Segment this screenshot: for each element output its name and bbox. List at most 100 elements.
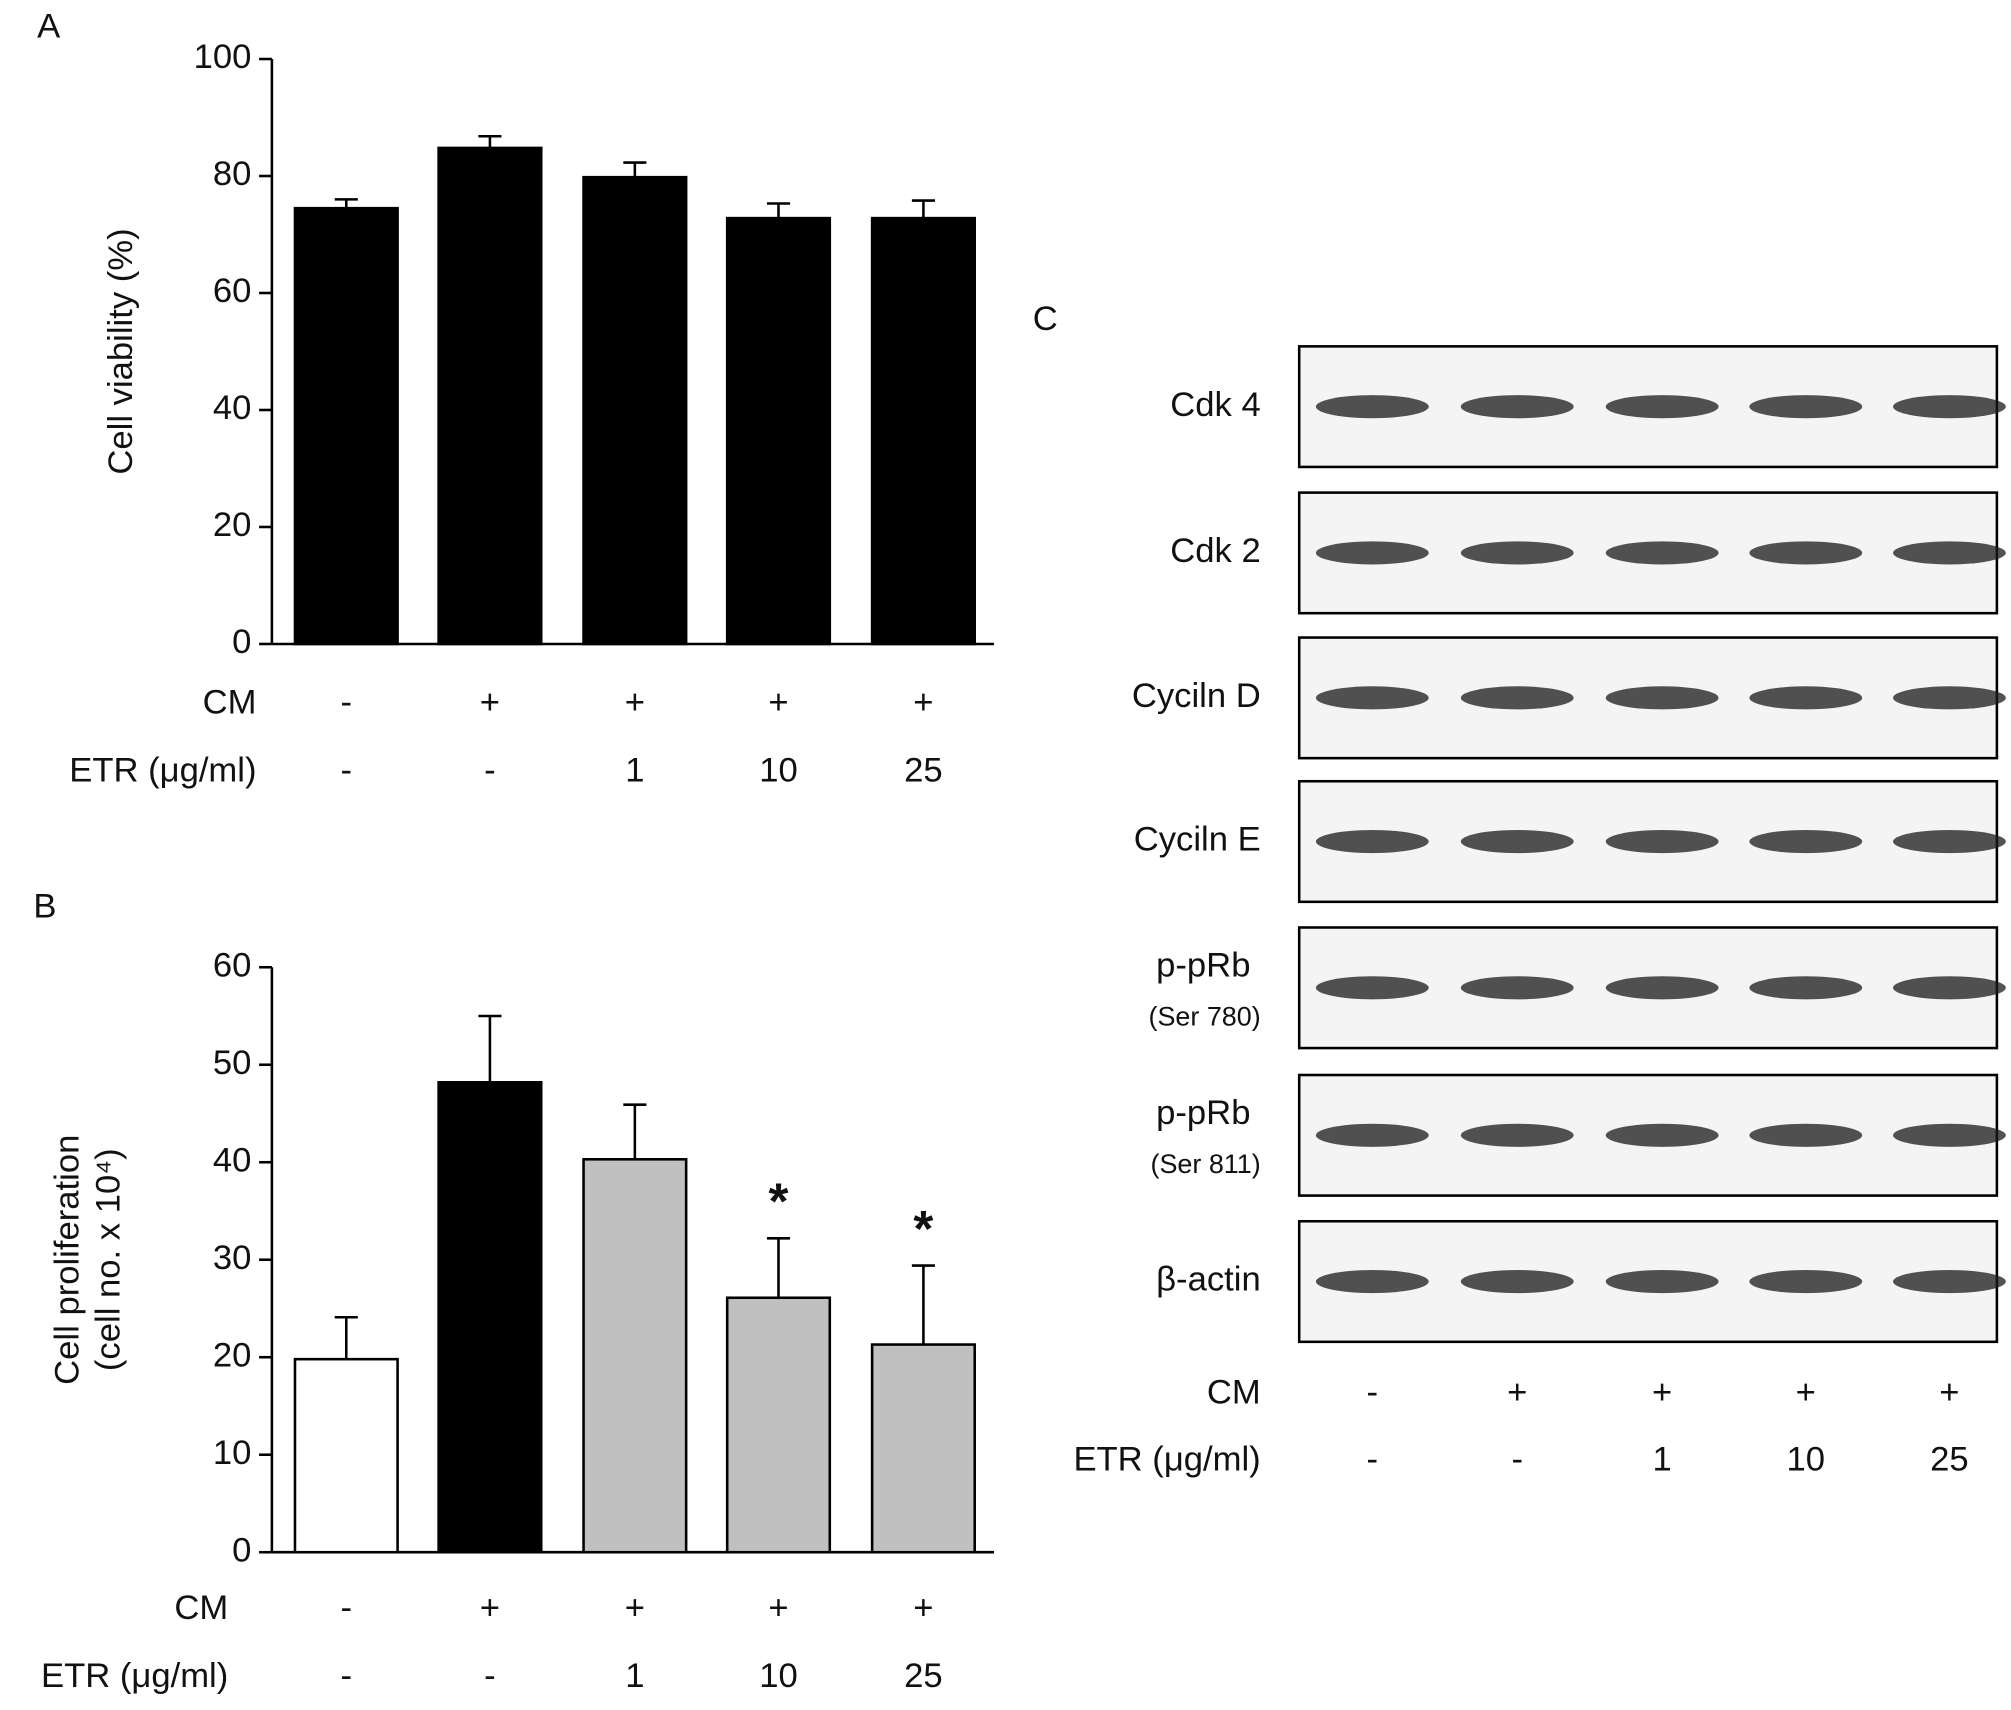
blot-band xyxy=(1893,395,2006,419)
bar xyxy=(725,216,832,646)
blot-row-label: Cdk 2 xyxy=(1170,532,1260,570)
condition-value: + xyxy=(625,1589,645,1627)
blot-row-label: p-pRb xyxy=(1156,1094,1250,1132)
blot-band xyxy=(1460,829,1574,854)
condition-value: 10 xyxy=(759,751,798,789)
blot-band xyxy=(1893,829,2006,854)
y-tick-label: 20 xyxy=(213,506,252,544)
bar xyxy=(582,175,688,646)
blot-band xyxy=(1749,686,1863,710)
blot-band xyxy=(1893,686,2006,710)
y-tick-label: 10 xyxy=(213,1434,252,1472)
blot-band xyxy=(1460,1269,1574,1294)
blot-band xyxy=(1315,395,1429,419)
condition-label: ETR (μg/ml) xyxy=(1073,1440,1260,1478)
condition-value: - xyxy=(1367,1440,1379,1478)
condition-value: - xyxy=(484,1657,496,1695)
condition-value: + xyxy=(480,1589,500,1627)
condition-value: + xyxy=(913,1589,933,1627)
blot-band xyxy=(1893,1269,2006,1294)
condition-label: CM xyxy=(203,683,257,721)
condition-value: + xyxy=(625,683,645,721)
blot-band xyxy=(1605,1123,1719,1147)
condition-value: + xyxy=(1796,1374,1816,1412)
blot-band xyxy=(1749,1269,1863,1294)
blot-row-label: Cyciln D xyxy=(1132,677,1261,715)
blot-row-label: p-pRb xyxy=(1156,946,1250,984)
blot-band xyxy=(1460,395,1574,419)
blot-band xyxy=(1605,541,1719,565)
blot-row-label: β-actin xyxy=(1156,1261,1261,1299)
blot-band xyxy=(1315,686,1429,710)
condition-value: - xyxy=(1511,1440,1523,1478)
condition-label: ETR (μg/ml) xyxy=(41,1657,228,1695)
condition-value: - xyxy=(341,683,353,721)
y-tick-label: 0 xyxy=(232,623,251,661)
blot-band xyxy=(1460,1123,1574,1147)
condition-value: - xyxy=(341,751,353,789)
bar xyxy=(725,1296,832,1554)
condition-value: + xyxy=(1652,1374,1672,1412)
y-tick-label: 40 xyxy=(213,389,252,427)
blot-band xyxy=(1749,395,1863,419)
condition-label: ETR (μg/ml) xyxy=(69,751,256,789)
blot-band xyxy=(1749,1123,1863,1147)
condition-value: - xyxy=(341,1657,353,1695)
condition-value: 1 xyxy=(625,1657,644,1695)
blot-row-label: Cyciln E xyxy=(1134,821,1261,859)
blot-band xyxy=(1605,395,1719,419)
condition-value: + xyxy=(913,683,933,721)
condition-label: CM xyxy=(174,1589,228,1627)
blot-row-label: Cdk 4 xyxy=(1170,386,1260,424)
blot-band xyxy=(1605,1269,1719,1294)
bar xyxy=(293,1357,399,1554)
blot-band xyxy=(1315,1123,1429,1147)
y-tick-label: 40 xyxy=(213,1141,252,1179)
significance-mark: * xyxy=(769,1172,789,1229)
y-tick-label: 50 xyxy=(213,1044,252,1082)
y-tick-label: 60 xyxy=(213,946,252,984)
blot-band xyxy=(1315,976,1429,1000)
y-tick-label: 0 xyxy=(232,1531,251,1569)
blot-band xyxy=(1749,829,1863,854)
y-tick-label: 20 xyxy=(213,1336,252,1374)
blot-band xyxy=(1605,976,1719,1000)
condition-value: + xyxy=(768,683,788,721)
y-axis-label: Cell viability (%) xyxy=(102,228,140,474)
blot-band xyxy=(1460,686,1574,710)
panel-label: C xyxy=(1033,300,1058,338)
blot-band xyxy=(1749,976,1863,1000)
condition-value: + xyxy=(1507,1374,1527,1412)
y-tick-label: 30 xyxy=(213,1239,252,1277)
condition-value: 25 xyxy=(1930,1440,1969,1478)
panel-label: A xyxy=(37,7,61,45)
blot-band xyxy=(1893,541,2006,565)
condition-value: - xyxy=(341,1589,353,1627)
blot-band xyxy=(1893,976,2006,1000)
condition-value: + xyxy=(768,1589,788,1627)
y-tick-label: 100 xyxy=(194,38,252,76)
y-tick-label: 80 xyxy=(213,155,252,193)
condition-value: 25 xyxy=(904,751,943,789)
y-axis-label: Cell proliferation xyxy=(48,1135,86,1385)
blot-band xyxy=(1315,541,1429,565)
blot-band xyxy=(1605,829,1719,854)
condition-value: 1 xyxy=(625,751,644,789)
blot-band xyxy=(1460,976,1574,1000)
panel-label: B xyxy=(33,887,56,925)
condition-value: 10 xyxy=(759,1657,798,1695)
blot-band xyxy=(1315,829,1429,854)
condition-value: 1 xyxy=(1653,1440,1672,1478)
blot-band xyxy=(1460,541,1574,565)
blot-band xyxy=(1605,686,1719,710)
y-axis-label: (cell no. x 10⁴) xyxy=(89,1148,127,1371)
condition-value: + xyxy=(480,683,500,721)
blot-band xyxy=(1749,541,1863,565)
bar xyxy=(293,206,399,646)
bar xyxy=(437,1081,543,1554)
bar xyxy=(870,216,977,646)
condition-value: 10 xyxy=(1787,1440,1826,1478)
blot-band xyxy=(1893,1123,2006,1147)
